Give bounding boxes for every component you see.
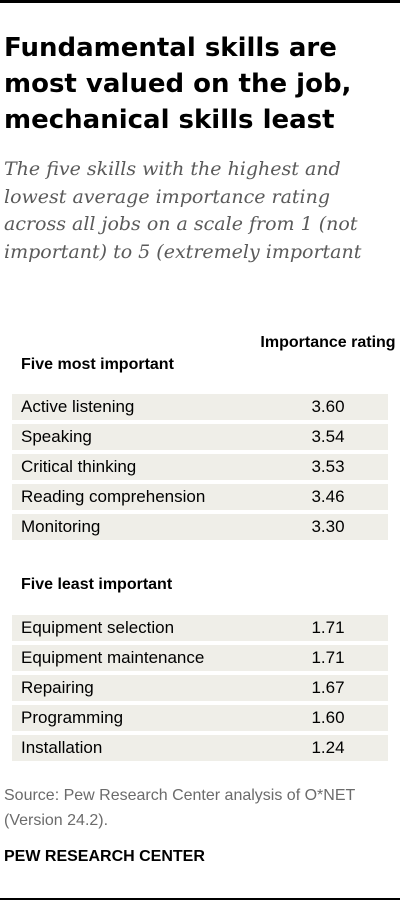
column-header-importance-rating: Importance rating bbox=[260, 334, 396, 351]
table-row: Repairing 1.67 bbox=[12, 675, 388, 701]
skill-label: Monitoring bbox=[21, 517, 101, 536]
section-title-most-important: Five most important bbox=[21, 356, 174, 373]
table-row: Reading comprehension 3.46 bbox=[12, 484, 388, 510]
table-row: Speaking 3.54 bbox=[12, 424, 388, 450]
chart-title: Fundamental skills are most valued on th… bbox=[4, 33, 352, 135]
top-rule bbox=[0, 0, 400, 3]
chart-subtitle: The five skills with the highest and low… bbox=[4, 158, 362, 263]
skill-label: Speaking bbox=[21, 427, 92, 446]
brand-logo-text: PEW RESEARCH CENTER bbox=[4, 848, 205, 865]
rating-value: 3.60 bbox=[311, 397, 345, 416]
skill-label: Repairing bbox=[21, 678, 94, 697]
rating-value: 1.67 bbox=[311, 678, 345, 697]
source-note: Source: Pew Research Center analysis of … bbox=[4, 787, 355, 829]
skill-label: Critical thinking bbox=[21, 457, 137, 476]
skill-label: Equipment selection bbox=[21, 618, 175, 637]
skill-label: Installation bbox=[21, 738, 103, 757]
skill-label: Reading comprehension bbox=[21, 487, 206, 506]
table-row: Monitoring 3.30 bbox=[12, 514, 388, 540]
table-row: Equipment selection 1.71 bbox=[12, 615, 388, 641]
rating-value: 3.30 bbox=[311, 517, 345, 536]
table-row: Critical thinking 3.53 bbox=[12, 454, 388, 480]
bottom-rule bbox=[0, 898, 400, 900]
table-row: Programming 1.60 bbox=[12, 705, 388, 731]
rating-value: 1.60 bbox=[311, 708, 345, 727]
rating-value: 1.24 bbox=[311, 738, 345, 757]
table-row: Equipment maintenance 1.71 bbox=[12, 645, 388, 671]
rating-value: 1.71 bbox=[311, 648, 345, 667]
skill-label: Active listening bbox=[21, 397, 135, 416]
table-row: Active listening 3.60 bbox=[12, 394, 388, 420]
table-row: Installation 1.24 bbox=[12, 735, 388, 761]
skill-label: Programming bbox=[21, 708, 124, 727]
rating-value: 3.54 bbox=[311, 427, 345, 446]
rating-value: 1.71 bbox=[311, 618, 345, 637]
skill-label: Equipment maintenance bbox=[21, 648, 205, 667]
rating-value: 3.53 bbox=[311, 457, 345, 476]
section-title-least-important: Five least important bbox=[21, 576, 173, 593]
rating-value: 3.46 bbox=[311, 487, 345, 506]
